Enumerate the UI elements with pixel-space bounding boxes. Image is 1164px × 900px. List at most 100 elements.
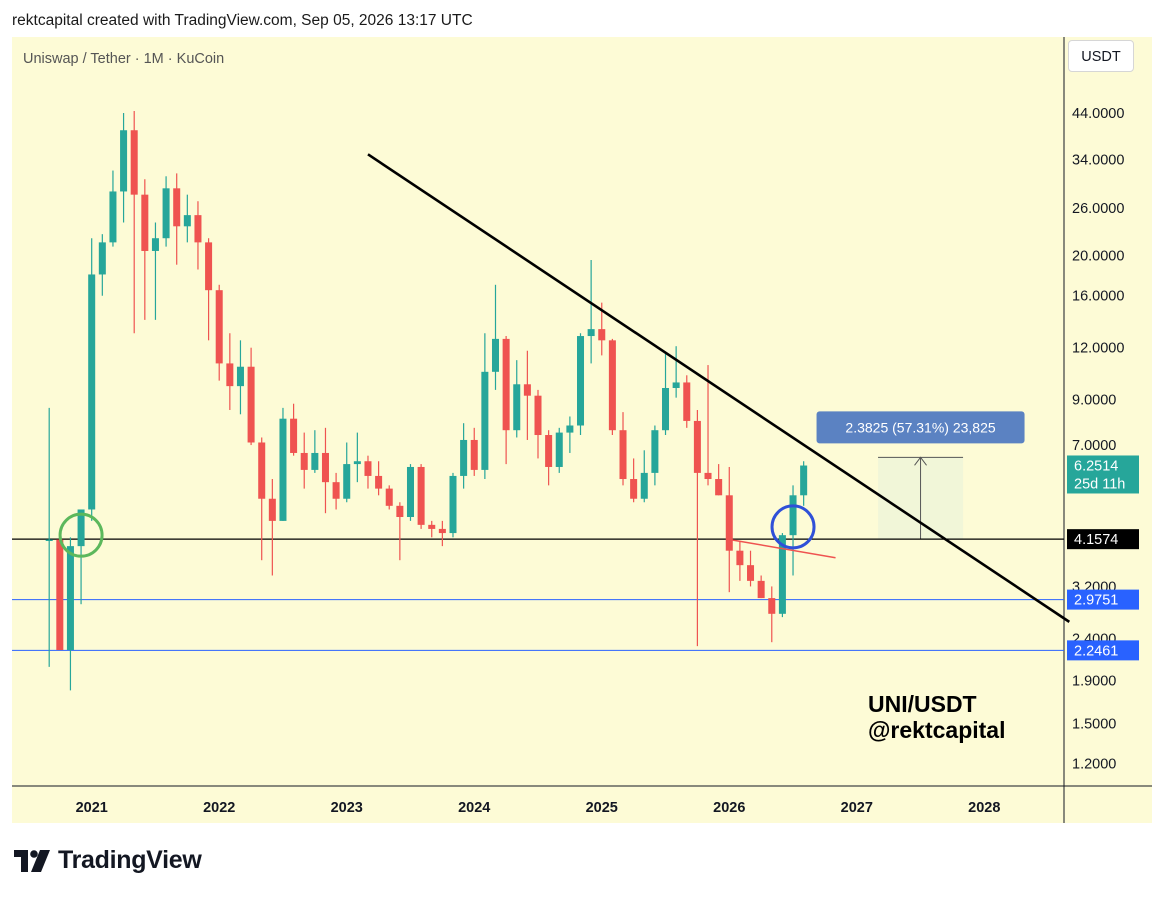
candle-body	[332, 482, 340, 499]
candle-body	[757, 580, 765, 599]
candle-body	[778, 535, 786, 614]
candle-body	[141, 194, 149, 251]
level-price-tag-label: 2.2461	[1074, 643, 1118, 659]
annotation-author: @rektcapital	[868, 717, 1005, 743]
x-tick-label: 2028	[968, 800, 1000, 816]
candle-body	[109, 191, 117, 243]
x-tick-label: 2021	[76, 800, 108, 816]
candle-body	[77, 509, 85, 547]
candle-body	[88, 274, 96, 510]
candle-body	[98, 242, 106, 275]
candle-body	[725, 495, 733, 551]
candle-body	[736, 550, 744, 566]
candle-body	[279, 418, 287, 521]
candle-body	[343, 464, 351, 499]
candle-body	[353, 461, 361, 465]
level-price-tag-label: 2.9751	[1074, 593, 1118, 609]
candle-body	[555, 432, 563, 467]
descending-trendline	[367, 153, 1071, 623]
candle-body	[311, 452, 319, 470]
y-tick-label: 26.0000	[1072, 201, 1124, 217]
candle-body	[183, 215, 191, 227]
tradingview-logo-icon	[14, 849, 50, 872]
candle-body	[45, 539, 53, 541]
candle-body	[460, 439, 468, 476]
candle-body	[130, 130, 138, 195]
x-tick-label: 2026	[713, 800, 745, 816]
current-price-tag-label: 6.2514	[1074, 458, 1118, 474]
candle-body	[576, 336, 585, 426]
candle-body	[481, 371, 489, 470]
candle-body	[449, 475, 457, 534]
measure-label: 2.3825 (57.31%) 23,825	[845, 419, 995, 435]
candle-body	[406, 466, 414, 518]
candle-body	[300, 452, 308, 470]
annotation-pair: UNI/USDT	[868, 691, 977, 717]
y-tick-label: 1.9000	[1072, 674, 1116, 690]
candle-body	[56, 539, 64, 651]
candle-body	[396, 505, 404, 518]
candle-body	[205, 242, 213, 291]
candle-body	[215, 290, 223, 364]
y-tick-label: 20.0000	[1072, 248, 1124, 264]
measure-arrow-head	[914, 456, 927, 466]
candle-body	[470, 439, 478, 470]
candle-body	[120, 130, 128, 192]
candle-body	[619, 430, 627, 480]
candle-body	[385, 488, 393, 506]
candle-body	[534, 395, 542, 436]
candle-body	[715, 479, 723, 496]
candle-body	[683, 382, 691, 421]
candle-body	[491, 338, 500, 372]
candle-body	[151, 238, 159, 251]
support-price-tag-label: 4.1574	[1074, 532, 1118, 548]
highlight-circle	[58, 512, 104, 558]
price-chart[interactable]: 2.3825 (57.31%) 23,825 UNI/USDT@rektcapit…	[12, 37, 1152, 823]
candle-body	[800, 465, 808, 496]
currency-button[interactable]: USDT	[1068, 40, 1134, 72]
level-price-tag	[1067, 589, 1139, 610]
red-trendline	[729, 538, 836, 559]
candle-body	[173, 188, 181, 227]
y-tick-label: 44.0000	[1072, 106, 1124, 122]
chart-frame: 2.3825 (57.31%) 23,825 UNI/USDT @rektcapit…	[12, 37, 1152, 823]
x-tick-label: 2022	[203, 800, 235, 816]
candle-body	[640, 472, 648, 499]
candle-body	[438, 528, 446, 534]
candle-body	[789, 495, 797, 536]
candle-body	[672, 382, 680, 389]
candle-body	[226, 363, 234, 387]
candle-body	[194, 215, 202, 243]
candle-body	[587, 329, 595, 337]
candle-body	[704, 472, 712, 480]
candle-body	[662, 388, 670, 431]
candle-body	[375, 475, 383, 489]
candle-body	[502, 338, 510, 431]
tradingview-logo[interactable]: TradingView	[14, 846, 202, 875]
support-price-tag	[1067, 529, 1139, 550]
candle-body	[247, 366, 255, 443]
y-tick-label: 9.0000	[1072, 393, 1116, 409]
y-tick-label: 12.0000	[1072, 341, 1124, 357]
candle-body	[545, 435, 553, 467]
tradingview-wordmark: TradingView	[58, 846, 202, 874]
candle-body	[290, 418, 298, 453]
y-tick-label: 1.5000	[1072, 716, 1116, 732]
highlight-circle	[770, 504, 816, 550]
candle-body	[693, 420, 701, 473]
candle-body	[66, 546, 74, 651]
candle-body	[598, 329, 606, 341]
x-tick-label: 2025	[586, 800, 618, 816]
candle-body	[608, 340, 616, 431]
candle-body	[513, 384, 521, 431]
candle-body	[364, 461, 372, 476]
candle-body	[428, 524, 436, 529]
level-price-tag	[1067, 640, 1139, 661]
candle-body	[258, 442, 266, 499]
candle-body	[268, 498, 276, 521]
y-tick-label: 1.2000	[1072, 757, 1116, 773]
current-price-tag	[1067, 455, 1139, 494]
chart-title: Uniswap / Tether · 1M · KuCoin	[23, 51, 224, 67]
x-tick-label: 2024	[458, 800, 490, 816]
candle-body	[768, 598, 776, 614]
